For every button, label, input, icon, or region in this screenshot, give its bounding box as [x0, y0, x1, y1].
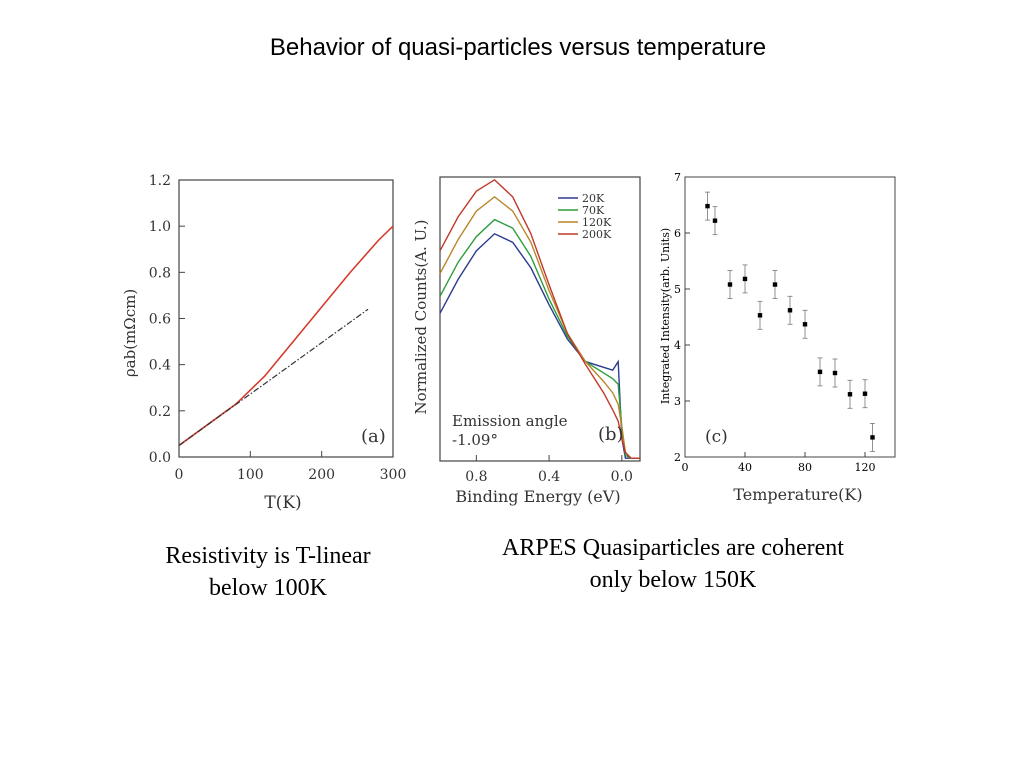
chart-c-xlabel: Temperature(K) [733, 485, 862, 504]
chart-c-point [817, 369, 823, 375]
chart-c-point [832, 370, 838, 376]
chart-c-xtick-label: 0 [682, 461, 689, 474]
chart-a-frame [178, 179, 394, 458]
chart-a-ytick-label: 0.4 [149, 358, 171, 374]
chart-b-series-20k [439, 232, 640, 459]
chart-b-legend-label: 70K [582, 204, 605, 217]
slide-title: Behavior of quasi-particles versus tempe… [269, 34, 767, 61]
chart-c-point [757, 313, 763, 318]
chart-b-series-120k [439, 195, 640, 459]
chart-c-frame [684, 176, 896, 458]
chart-c-point [705, 203, 710, 209]
chart-a-xlabel: T(K) [264, 493, 301, 513]
caption-right-line2: only below 150K [589, 567, 757, 593]
chart-b-legend-label: 20K [582, 192, 605, 205]
chart-c-ytick-label: 2 [674, 451, 681, 464]
chart-c-point [742, 276, 748, 282]
chart-a-ylabel: ρab(mΩcm) [121, 289, 139, 377]
chart-a: 0.0 0.2 0.4 0.6 0.8 1.0 1.2 0 100 200 300 (a) T(K)… [121, 173, 407, 513]
chart-c-ytick-label: 4 [674, 339, 681, 352]
chart-c-xtick-label: 40 [738, 461, 752, 474]
caption-right: ARPES Quasiparticles are coherent only b… [455, 532, 891, 596]
caption-left: Resistivity is T-linear below 100K [130, 540, 406, 604]
caption-left-line1: Resistivity is T-linear [165, 543, 371, 569]
chart-c-point [727, 282, 733, 287]
chart-b-panel-label: (b) [598, 424, 624, 445]
chart-b-annotation-line2: -1.09° [452, 431, 498, 449]
chart-c-point [862, 391, 868, 396]
chart-c-panel-label: (c) [705, 427, 728, 447]
chart-c-ylabel: Integrated Intensity(arb. Units) [659, 228, 672, 404]
chart-a-ytick-label: 0.2 [149, 404, 171, 420]
chart-c-point [712, 218, 718, 223]
chart-c-point [787, 308, 793, 313]
chart-b-xlabel: Binding Energy (eV) [455, 487, 620, 506]
chart-a-ytick-label: 1.0 [149, 219, 171, 235]
chart-c-point [802, 322, 808, 327]
chart-c-ytick-label: 3 [674, 395, 681, 408]
chart-c-point [870, 435, 875, 440]
chart-a-series-linear-fit [178, 308, 369, 446]
chart-c-ytick-label: 7 [674, 171, 681, 184]
chart-b-xtick-label: 0.8 [465, 469, 487, 485]
chart-b-xtick-label: 0.4 [538, 469, 560, 485]
chart-a-ytick-label: 0.6 [149, 312, 171, 328]
chart-a-ytick-label: 0.0 [149, 450, 171, 466]
chart-a-ytick-label: 0.8 [149, 265, 171, 281]
chart-c-point [772, 282, 778, 287]
chart-a-panel-label: (a) [361, 426, 386, 447]
chart-c: 2 3 4 5 6 7 0 40 80 120 (c) Temperature(K) Integr… [659, 171, 896, 504]
chart-a-ytick-label: 1.2 [149, 173, 171, 189]
chart-c-xtick-label: 120 [855, 461, 876, 474]
chart-c-ytick-label: 5 [674, 283, 681, 296]
chart-a-xtick-label: 100 [237, 467, 264, 483]
chart-b-frame [439, 176, 641, 462]
chart-b-series-200k [439, 178, 640, 459]
chart-c-xtick-label: 80 [798, 461, 812, 474]
chart-c-ytick-label: 6 [674, 227, 681, 240]
chart-b-xtick-label: 0.0 [611, 469, 633, 485]
chart-b-annotation-line1: Emission angle [452, 412, 568, 430]
chart-b-legend-label: 200K [582, 228, 612, 241]
chart-a-xtick-label: 200 [308, 467, 335, 483]
chart-b-ylabel: Normalized Counts(A. U.) [412, 220, 430, 415]
chart-a-xtick-label: 300 [380, 467, 407, 483]
chart-c-point [847, 392, 853, 397]
chart-a-xtick-label: 0 [175, 467, 184, 483]
chart-a-series-resistivity [178, 225, 394, 447]
caption-right-line1: ARPES Quasiparticles are coherent [502, 535, 844, 561]
chart-b-legend-label: 120K [582, 216, 612, 229]
caption-left-line2: below 100K [209, 575, 327, 601]
